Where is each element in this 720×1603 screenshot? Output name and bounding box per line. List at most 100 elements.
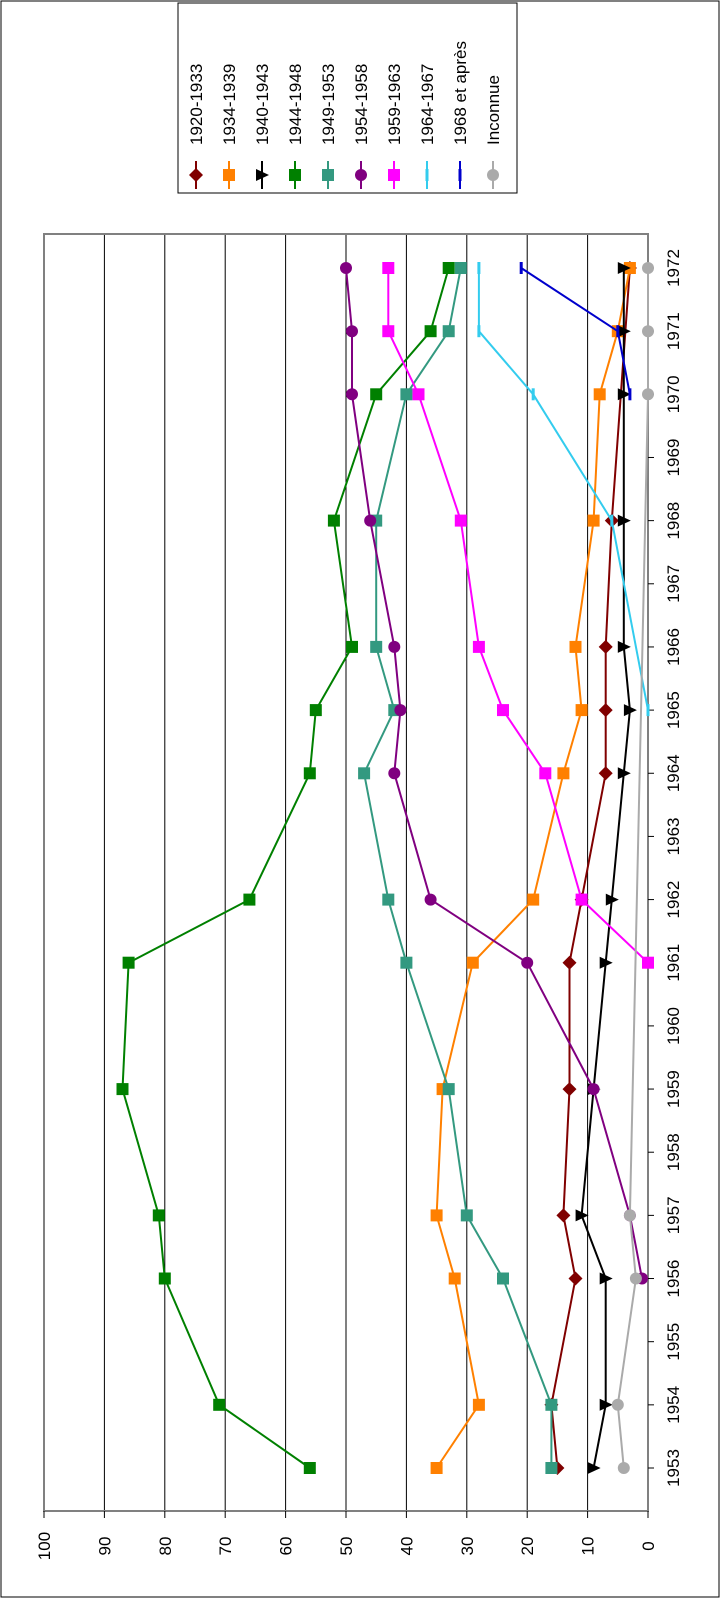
data-point bbox=[430, 1462, 443, 1474]
data-point bbox=[477, 262, 481, 274]
data-point bbox=[557, 767, 570, 780]
data-point bbox=[598, 766, 613, 781]
series-line bbox=[580, 268, 631, 1469]
data-point bbox=[400, 956, 413, 969]
x-tick-label: 1961 bbox=[664, 944, 683, 982]
legend-label: 1949-1953 bbox=[319, 64, 338, 145]
y-tick-label: 20 bbox=[518, 1537, 537, 1556]
data-point bbox=[388, 767, 401, 780]
data-point bbox=[364, 514, 377, 527]
data-point bbox=[122, 956, 135, 969]
data-point bbox=[617, 325, 631, 338]
y-tick-label: 40 bbox=[397, 1537, 416, 1556]
data-point bbox=[346, 388, 358, 401]
data-point bbox=[189, 168, 203, 182]
data-point bbox=[642, 956, 654, 969]
data-point bbox=[388, 640, 401, 653]
axes: 0 10 20 30 40 50 60 70 80 90 100 1953 1954 1955 1956 19… bbox=[35, 249, 683, 1560]
data-point bbox=[472, 640, 485, 653]
data-point bbox=[599, 1398, 613, 1411]
series bbox=[382, 262, 654, 969]
y-tick-label: 30 bbox=[458, 1537, 477, 1556]
data-point bbox=[617, 640, 631, 653]
data-point bbox=[322, 169, 334, 181]
data-point bbox=[454, 262, 467, 274]
y-tick-label: 80 bbox=[156, 1537, 175, 1556]
legend-label: Inconnue bbox=[484, 75, 503, 145]
data-point bbox=[575, 1209, 589, 1222]
series bbox=[477, 262, 650, 717]
data-point bbox=[623, 1209, 636, 1222]
data-point bbox=[575, 704, 588, 717]
y-tick-label: 50 bbox=[337, 1537, 356, 1556]
data-point bbox=[617, 262, 631, 274]
data-point bbox=[116, 1083, 129, 1096]
data-point bbox=[424, 325, 437, 338]
data-point bbox=[487, 169, 499, 181]
x-tick-label: 1963 bbox=[664, 818, 683, 856]
data-point bbox=[223, 169, 235, 181]
data-point bbox=[458, 169, 462, 181]
data-point bbox=[587, 1083, 600, 1096]
data-point bbox=[448, 1272, 461, 1285]
data-point bbox=[616, 325, 620, 338]
data-point bbox=[213, 1398, 226, 1411]
data-point bbox=[611, 1398, 624, 1411]
y-tick-label: 0 bbox=[639, 1541, 658, 1550]
data-point bbox=[587, 514, 600, 527]
data-point bbox=[562, 955, 577, 970]
x-tick-label: 1968 bbox=[664, 502, 683, 540]
x-tick-label: 1967 bbox=[664, 565, 683, 603]
data-point bbox=[617, 767, 631, 780]
data-point bbox=[382, 325, 395, 338]
data-point bbox=[424, 893, 437, 906]
y-tick-label: 60 bbox=[277, 1537, 296, 1556]
data-point bbox=[382, 262, 395, 274]
data-point bbox=[425, 169, 429, 181]
data-point bbox=[599, 1272, 613, 1285]
data-point bbox=[628, 388, 632, 401]
data-point bbox=[519, 262, 523, 274]
data-point bbox=[617, 514, 631, 527]
x-tick-label: 1962 bbox=[664, 881, 683, 919]
series-line bbox=[345, 267, 643, 1279]
data-point bbox=[303, 1462, 316, 1474]
data-point bbox=[629, 1272, 642, 1285]
data-point bbox=[646, 704, 650, 717]
x-tick-label: 1953 bbox=[664, 1449, 683, 1487]
data-point bbox=[346, 325, 358, 338]
data-point bbox=[527, 893, 540, 906]
data-point bbox=[430, 1209, 443, 1222]
data-point bbox=[642, 325, 654, 338]
legend-label: 1968 et après bbox=[451, 41, 470, 145]
x-tick-label: 1964 bbox=[664, 754, 683, 792]
data-point bbox=[388, 169, 400, 181]
series-layer bbox=[116, 261, 654, 1475]
series-line bbox=[550, 267, 631, 1469]
data-point bbox=[599, 956, 613, 969]
series-line bbox=[435, 267, 631, 1469]
series bbox=[358, 262, 558, 1474]
x-tick-label: 1957 bbox=[664, 1196, 683, 1234]
series bbox=[611, 262, 654, 1474]
data-point bbox=[610, 514, 614, 527]
data-point bbox=[556, 1208, 571, 1223]
data-point bbox=[400, 388, 413, 401]
data-point bbox=[545, 1462, 558, 1474]
data-point bbox=[454, 514, 467, 527]
y-tick-label: 10 bbox=[579, 1537, 598, 1556]
x-tick-label: 1966 bbox=[664, 628, 683, 666]
x-tick-label: 1955 bbox=[664, 1323, 683, 1361]
series-line bbox=[363, 267, 553, 1468]
x-tick-label: 1965 bbox=[664, 691, 683, 729]
data-point bbox=[303, 767, 316, 780]
x-tick-label: 1972 bbox=[664, 249, 683, 287]
data-point bbox=[521, 956, 534, 969]
data-point bbox=[605, 893, 619, 906]
data-point bbox=[593, 388, 606, 401]
data-point bbox=[623, 704, 637, 717]
data-point bbox=[289, 169, 301, 181]
data-point bbox=[382, 893, 395, 906]
data-point bbox=[539, 767, 552, 780]
